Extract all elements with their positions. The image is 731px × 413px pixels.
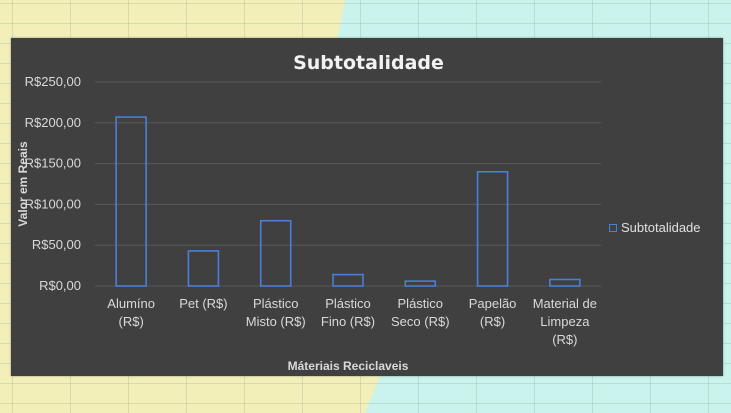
x-tick-label: Plástico (253, 296, 299, 311)
y-tick-label: R$200,00 (25, 115, 81, 130)
y-tick-label: R$50,00 (32, 237, 81, 252)
bar[interactable] (115, 116, 147, 287)
y-tick-label: R$250,00 (25, 74, 81, 89)
x-tick-label: Plástico (398, 296, 444, 311)
x-tick-label: Misto (R$) (246, 314, 306, 329)
bar[interactable] (549, 278, 581, 287)
x-tick-label: (R$) (552, 332, 577, 347)
bar[interactable] (187, 250, 220, 287)
x-tick-label: Alumíno (107, 296, 155, 311)
x-tick-label: Fino (R$) (321, 314, 375, 329)
y-tick-label: R$150,00 (25, 156, 81, 171)
bar[interactable] (476, 170, 509, 287)
plot-area: R$0,00 R$50,00 R$100,00 R$150,00 R$200,00 R$2… (16, 74, 601, 373)
x-tick-label: Material de (533, 296, 597, 311)
legend[interactable]: Subtotalidade (609, 220, 701, 235)
y-tick-label: R$0,00 (39, 278, 81, 293)
bar[interactable] (332, 273, 364, 287)
x-tick-label: Pet (R$) (179, 296, 227, 311)
x-tick-label: (R$) (119, 314, 144, 329)
x-tick-label: Limpeza (540, 314, 590, 329)
bar[interactable] (259, 219, 292, 287)
chart-area[interactable]: Subtotalidade R$0,00 R$50,00 R$100,00 R$150… (11, 38, 723, 376)
legend-label: Subtotalidade (621, 220, 701, 235)
y-tick-label: R$100,00 (25, 196, 81, 211)
bar[interactable] (404, 280, 437, 287)
x-axis-title: Máteriais Reciclaveis (288, 359, 409, 373)
x-tick-label: Seco (R$) (391, 314, 450, 329)
x-tick-label: (R$) (480, 314, 505, 329)
y-axis-title: Valor em Reais (16, 141, 30, 227)
legend-swatch-icon (609, 223, 617, 232)
chart-title: Subtotalidade (293, 52, 444, 74)
x-tick-label: Papelão (469, 296, 517, 311)
x-tick-label: Plástico (325, 296, 371, 311)
